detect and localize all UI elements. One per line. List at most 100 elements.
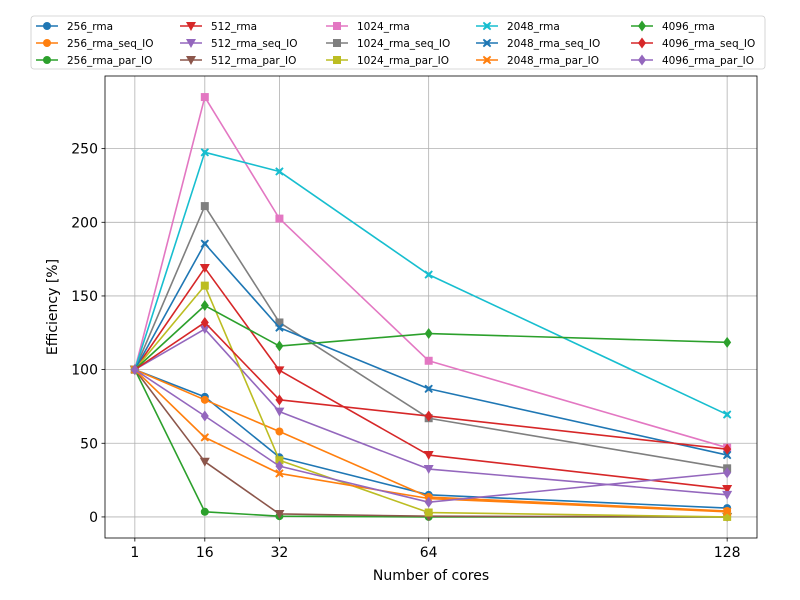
- data-point: [424, 328, 433, 340]
- legend-label: 4096_rma_par_IO: [662, 55, 754, 67]
- legend-label: 256_rma: [67, 21, 113, 33]
- legend-frame: [30, 15, 766, 70]
- y-tick-label: 250: [71, 142, 98, 158]
- data-point: [275, 394, 284, 406]
- axes-frame: [104, 75, 758, 539]
- data-point: [722, 450, 732, 460]
- data-point: [423, 465, 434, 475]
- x-tick-label: 32: [271, 545, 289, 561]
- legend-entry: 2048_rma: [476, 21, 560, 33]
- legend-swatch-marker: [186, 39, 196, 48]
- legend-swatch-marker: [43, 22, 51, 30]
- data-point: [200, 433, 210, 442]
- series-1024_rma_par_IO: [130, 281, 732, 521]
- series-1024_rma_seq_IO: [130, 202, 732, 473]
- series-line: [134, 151, 728, 416]
- legend-label: 512_rma_par_IO: [211, 55, 296, 67]
- series-512_rma: [129, 263, 733, 494]
- legend-label: 1024_rma_par_IO: [357, 55, 449, 67]
- y-tick-label: 200: [71, 215, 98, 231]
- legend-entry: 2048_rma_seq_IO: [476, 38, 600, 50]
- legend-swatch-marker: [43, 39, 51, 47]
- legend-entry: 2048_rma_par_IO: [476, 55, 599, 67]
- data-point: [275, 469, 284, 478]
- legend-entry: 256_rma: [36, 21, 113, 33]
- legend-label: 256_rma_par_IO: [67, 55, 152, 67]
- legend-swatch-marker: [333, 56, 341, 64]
- data-point: [275, 214, 284, 223]
- series-2048_rma_seq_IO: [130, 239, 732, 460]
- data-point: [723, 443, 732, 455]
- data-point: [199, 457, 210, 467]
- data-point: [275, 340, 284, 352]
- data-point: [423, 451, 434, 461]
- data-point: [200, 300, 209, 312]
- x-tick-label: 16: [196, 545, 214, 561]
- x-tick-label: 128: [714, 545, 741, 561]
- data-point: [722, 490, 733, 500]
- legend-label: 4096_rma_seq_IO: [662, 38, 755, 50]
- data-point: [200, 410, 209, 422]
- data-point: [424, 384, 433, 393]
- legend-swatch-marker: [638, 37, 646, 49]
- legend-entry: 512_rma: [180, 21, 257, 33]
- data-point: [200, 395, 209, 404]
- legend-label: 1024_rma: [357, 21, 410, 33]
- legend-swatch-marker: [482, 55, 492, 65]
- legend-swatch-marker: [186, 56, 196, 65]
- legend-swatch-marker: [482, 21, 492, 31]
- data-point: [275, 427, 284, 436]
- legend-swatch-marker: [638, 54, 646, 66]
- legend-swatch-marker: [186, 22, 196, 31]
- legend-entry: 4096_rma_par_IO: [631, 54, 754, 67]
- legend-label: 512_rma_seq_IO: [211, 38, 298, 50]
- legend-swatch-marker: [333, 39, 341, 47]
- legend-label: 2048_rma: [507, 21, 560, 33]
- legend-label: 4096_rma: [662, 21, 715, 33]
- legend-label: 1024_rma_seq_IO: [357, 38, 450, 50]
- legend-swatch-marker: [333, 22, 341, 30]
- legend-entry: 1024_rma_seq_IO: [326, 38, 450, 50]
- data-point: [200, 93, 209, 102]
- legend-entry: 256_rma_par_IO: [36, 55, 152, 67]
- series-2048_rma: [130, 148, 732, 419]
- legend-entry: 1024_rma_par_IO: [326, 55, 449, 67]
- data-point: [723, 336, 732, 348]
- data-point: [424, 270, 433, 279]
- legend-entry: 512_rma_par_IO: [180, 55, 296, 67]
- series-512_rma_seq_IO: [129, 325, 733, 500]
- legend-entry: 512_rma_seq_IO: [180, 38, 298, 50]
- data-point: [274, 509, 285, 519]
- series-lines: [129, 93, 733, 522]
- y-tick-label: 100: [71, 363, 98, 379]
- data-point: [722, 507, 732, 516]
- legend-entry: 4096_rma_seq_IO: [631, 37, 755, 50]
- x-tick-label: 64: [420, 545, 438, 561]
- legend-label: 256_rma_seq_IO: [67, 38, 154, 50]
- data-point: [130, 364, 139, 376]
- data-point: [200, 148, 210, 157]
- data-point: [424, 356, 433, 365]
- legend-swatch-marker: [43, 56, 51, 64]
- data-point: [199, 325, 210, 335]
- legend-label: 512_rma: [211, 21, 257, 33]
- legend-swatch-marker: [482, 38, 492, 48]
- data-point: [424, 508, 433, 517]
- data-point: [275, 318, 284, 327]
- data-point: [424, 410, 433, 422]
- data-point: [274, 407, 285, 417]
- data-point: [200, 281, 209, 290]
- series-4096_rma_par_IO: [130, 364, 732, 508]
- data-point: [200, 202, 209, 211]
- data-point: [275, 323, 284, 332]
- data-point: [722, 484, 733, 494]
- legend-label: 2048_rma_seq_IO: [507, 38, 600, 50]
- y-tick-label: 50: [80, 436, 98, 452]
- y-tick-label: 0: [89, 510, 98, 526]
- data-point: [200, 239, 210, 248]
- data-point: [723, 467, 732, 479]
- data-point: [722, 410, 732, 419]
- legend-swatch-marker: [638, 20, 646, 32]
- data-point: [275, 460, 284, 472]
